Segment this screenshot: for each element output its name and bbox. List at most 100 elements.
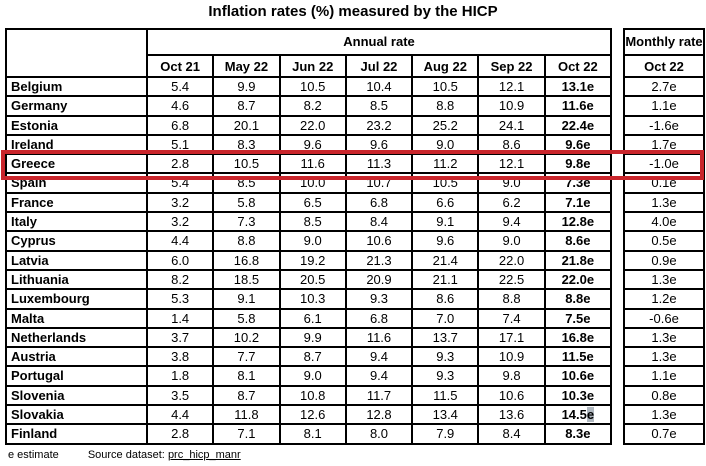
annual-value-cell: 6.1 (278, 307, 347, 329)
annual-value-cell: 4.4 (145, 230, 215, 252)
annual-value-cell: 22.5 (477, 268, 546, 291)
annual-value-cell: 14.5e (543, 404, 613, 426)
source-dataset-link[interactable]: prc_hicp_manr (167, 449, 241, 461)
annual-value-cell: 8.4 (477, 423, 546, 445)
annual-value-cell: 3.5 (145, 384, 215, 407)
annual-value-cell: 9.3 (344, 288, 414, 310)
annual-value-cell: 7.5e (543, 307, 613, 329)
source-label: Source dataset: (87, 449, 165, 461)
annual-value-cell: 9.9 (278, 326, 347, 349)
annual-value-cell: 1.8 (145, 365, 215, 387)
annual-value-cell: 8.8 (477, 288, 546, 310)
monthly-row-lithuania: 1.3e (623, 268, 705, 291)
monthly-row-slovenia: 0.8e (623, 384, 705, 407)
annual-value-cell: 1.4 (145, 307, 215, 329)
annual-value-cell: 10.6 (344, 230, 414, 252)
country-cell: Germany (5, 95, 148, 117)
monthly-row-france: 1.3e (623, 191, 705, 214)
annual-value-cell: 9.8e (543, 153, 613, 175)
monthly-row-finland: 0.7e (623, 423, 705, 445)
monthly-row-estonia: -1.6e (623, 114, 705, 136)
annual-value-cell: 21.3 (344, 249, 414, 271)
country-cell: Belgium (5, 75, 148, 98)
country-cell: Italy (5, 211, 148, 233)
monthly-row-luxembourg: 1.2e (623, 288, 705, 310)
country-cell: Estonia (5, 114, 148, 136)
estimate-note: e estimate (8, 449, 59, 461)
monthly-row-belgium: 2.7e (623, 75, 705, 98)
annual-value-cell: 9.3 (411, 365, 480, 387)
annual-value-cell: 11.6e (543, 95, 613, 117)
annual-value-cell: 8.0 (344, 423, 414, 445)
country-cell: Malta (5, 307, 148, 329)
annual-value-cell: 22.0 (477, 249, 546, 271)
country-cell: Lithuania (5, 268, 148, 291)
annual-value-cell: 25.2 (411, 114, 480, 136)
annual-value-cell: 8.3 (212, 133, 281, 156)
monthly-value-cell: -0.6e (623, 307, 705, 329)
annual-value-cell: 10.3 (278, 288, 347, 310)
table-row-malta: Malta 1.4 5.8 6.1 6.8 7.0 7.4 7.5e (5, 307, 613, 329)
monthly-value-cell: 1.3e (623, 346, 705, 368)
annual-value-cell: 6.8 (344, 191, 414, 214)
annual-value-cell: 10.9 (477, 346, 546, 368)
annual-value-cell: 8.5 (212, 172, 281, 194)
corner-cell (5, 28, 148, 78)
annual-value-cell: 22.0e (543, 268, 613, 291)
annual-value-cell: 11.2 (411, 153, 480, 175)
monthly-value-cell: 1.1e (623, 365, 705, 387)
table-row-france: France 3.2 5.8 6.5 6.8 6.6 6.2 7.1e (5, 191, 613, 214)
annual-value-cell: 3.7 (145, 326, 215, 349)
monthly-value-cell: 2.7e (623, 75, 705, 98)
monthly-value-cell: -1.0e (623, 153, 705, 175)
monthly-row-germany: 1.1e (623, 95, 705, 117)
annual-value-cell: 7.1 (212, 423, 281, 445)
column-header-jul-22: Jul 22 (344, 54, 414, 78)
annual-value-cell: 21.1 (411, 268, 480, 291)
country-cell: Latvia (5, 249, 148, 271)
annual-value-cell: 21.4 (411, 249, 480, 271)
annual-value-cell: 19.2 (278, 249, 347, 271)
annual-value-cell: 16.8e (543, 326, 613, 349)
annual-value-cell: 8.1 (212, 365, 281, 387)
annual-value-cell: 3.2 (145, 211, 215, 233)
annual-value-cell: 9.6 (411, 230, 480, 252)
monthly-row-austria: 1.3e (623, 346, 705, 368)
country-cell: Cyprus (5, 230, 148, 252)
annual-value-cell: 9.4 (477, 211, 546, 233)
monthly-value-cell: 1.3e (623, 404, 705, 426)
annual-value-cell: 10.3e (543, 384, 613, 407)
annual-value-cell: 7.1e (543, 191, 613, 214)
monthly-value-cell: 1.3e (623, 268, 705, 291)
annual-value-cell: 11.6 (278, 153, 347, 175)
annual-value-cell: 9.0 (278, 230, 347, 252)
column-header-oct-21: Oct 21 (145, 54, 215, 78)
monthly-row-latvia: 0.9e (623, 249, 705, 271)
annual-value-cell: 9.6 (344, 133, 414, 156)
annual-value-cell: 18.5 (212, 268, 281, 291)
annual-value-cell: 23.2 (344, 114, 414, 136)
annual-value-cell: 9.0 (411, 133, 480, 156)
annual-value-cell: 7.3e (543, 172, 613, 194)
annual-value-cell: 7.9 (411, 423, 480, 445)
annual-value-cell: 7.4 (477, 307, 546, 329)
table-row-greece: Greece 2.8 10.5 11.6 11.3 11.2 12.1 9.8e (5, 153, 613, 175)
annual-value-cell: 9.0 (278, 365, 347, 387)
annual-value-cell: 10.7 (344, 172, 414, 194)
monthly-group-header-row: Monthly rate (623, 28, 705, 56)
annual-value-cell: 9.4 (344, 365, 414, 387)
annual-value-cell: 4.6 (145, 95, 215, 117)
annual-value-cell: 12.1 (477, 75, 546, 98)
monthly-rate-table: Monthly rate Oct 22 2.7e 1.1e -1.6e 1.7e -1.… (623, 28, 705, 445)
annual-value-cell: 2.8 (145, 153, 215, 175)
annual-value-cell: 8.2 (278, 95, 347, 117)
annual-value-cell: 2.8 (145, 423, 215, 445)
annual-value-cell: 8.5 (344, 95, 414, 117)
table-row-ireland: Ireland 5.1 8.3 9.6 9.6 9.0 8.6 9.6e (5, 133, 613, 156)
monthly-value-cell: 4.0e (623, 211, 705, 233)
column-header-oct-22: Oct 22 (543, 54, 613, 78)
table-row-slovenia: Slovenia 3.5 8.7 10.8 11.7 11.5 10.6 10.3e (5, 384, 613, 407)
annual-value-cell: 13.4 (411, 404, 480, 426)
annual-value-cell: 8.2 (145, 268, 215, 291)
annual-value-cell: 11.3 (344, 153, 414, 175)
